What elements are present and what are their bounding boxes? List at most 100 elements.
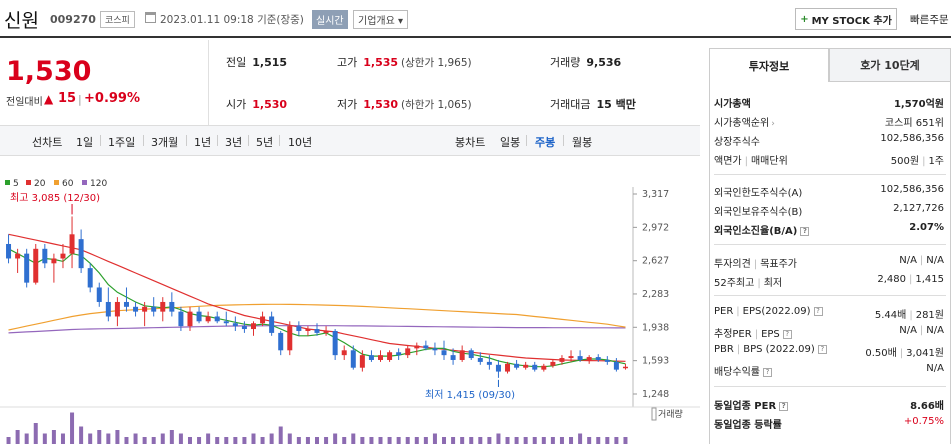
price-summary: 1,530 전일대비 ▲ 15 | +0.99% 전일 1,515 고가 1,535…	[0, 40, 700, 125]
amount-label: 거래대금	[550, 98, 591, 111]
line-chart-label[interactable]: 선차트	[32, 136, 63, 149]
volume-bar	[623, 437, 628, 444]
volume-bar	[51, 430, 56, 444]
ma60-line	[8, 303, 626, 331]
tab-separator	[279, 135, 280, 146]
prev-close-label: 전일	[226, 56, 247, 69]
tab-weekly[interactable]: 주봉	[535, 136, 556, 149]
est-per-label: 추정PER | EPS?	[714, 325, 792, 340]
info-icon[interactable]: ?	[782, 329, 792, 339]
tab-10y[interactable]: 10년	[288, 136, 313, 149]
volume-bar	[151, 437, 156, 444]
y-tick-label: 1,248	[642, 389, 669, 400]
volume-label: 거래량	[550, 56, 581, 69]
foreign-hold-row: 외국인보유주식수(B) 2,127,726	[714, 202, 944, 218]
candle-body	[323, 330, 329, 333]
volume-bar	[324, 437, 329, 444]
market-badge: 코스피	[100, 11, 135, 28]
candle-body	[541, 365, 547, 370]
tab-3y[interactable]: 3년	[225, 136, 243, 149]
tab-1y[interactable]: 1년	[194, 136, 212, 149]
candle-body	[414, 345, 420, 349]
add-mystock-button[interactable]: + MY STOCK 추가	[795, 8, 897, 30]
sector-per-label: 동일업종 PER?	[714, 397, 789, 412]
candle-body	[550, 361, 556, 366]
add-mystock-label: MY STOCK 추가	[811, 15, 892, 27]
legend-label: 20	[34, 179, 46, 189]
quick-order-link[interactable]: 빠른주문	[910, 14, 949, 26]
candle-body	[586, 357, 592, 360]
est-per-row: 추정PER | EPS? N/A | N/A	[714, 324, 944, 340]
tab-order-book[interactable]: 호가 10단계	[829, 48, 951, 82]
legend-swatch	[5, 180, 10, 185]
volume-bar	[496, 433, 501, 444]
per-value: 5.44배 | 281원	[874, 310, 944, 321]
volume-bar	[396, 437, 401, 444]
tab-1w[interactable]: 1주일	[108, 136, 136, 149]
candle-chart-svg[interactable]: 5 20 60 120 3,317 2,972 2,627 2,283 1,938 1,593 1,…	[0, 157, 700, 444]
y-tick-label: 1,938	[642, 322, 669, 333]
candle-body	[622, 366, 628, 369]
volume-bar	[460, 437, 465, 444]
invest-info-body: 시가총액 1,570억원 시가총액순위 › 코스피 651위 상장주식수 102,…	[709, 82, 951, 444]
y-tick-label: 3,317	[642, 189, 669, 200]
company-overview-dropdown[interactable]: 기업개요 ▾	[353, 10, 408, 29]
volume-bar	[596, 437, 601, 444]
volume-value: 9,536	[586, 56, 622, 69]
high-annotation: 최고 3,085 (12/30)	[10, 192, 100, 204]
foreign-limit-row: 외국인한도주식수(A) 102,586,356	[714, 183, 944, 199]
candle-body	[142, 306, 148, 312]
open-price: 시가 1,530	[226, 96, 287, 112]
realtime-button[interactable]: 실시간	[312, 10, 348, 29]
y-tick-label: 2,972	[642, 222, 669, 233]
candle-body	[595, 357, 601, 360]
high-label: 고가	[337, 56, 358, 69]
info-icon[interactable]: ?	[763, 367, 772, 377]
volume-bar	[33, 423, 38, 444]
candle-body	[341, 350, 347, 356]
candle-body	[96, 287, 102, 302]
volume-bar	[369, 437, 374, 444]
tab-daily[interactable]: 일봉	[500, 136, 521, 149]
volume-bar	[405, 437, 410, 444]
info-icon[interactable]: ?	[817, 344, 827, 354]
info-icon[interactable]: ?	[800, 226, 810, 236]
volume-bar	[42, 433, 47, 444]
high-value: 1,535	[363, 56, 399, 69]
open-label: 시가	[226, 98, 247, 111]
volume-bar	[88, 433, 93, 444]
candle-chart-label[interactable]: 봉차트	[455, 136, 486, 149]
volume-bar	[587, 437, 592, 444]
volume-bar	[505, 437, 510, 444]
change-label: 전일대비	[6, 97, 43, 108]
prev-close: 전일 1,515	[226, 54, 287, 70]
volume-label: 거래량	[658, 408, 683, 420]
stock-chart[interactable]: 5 20 60 120 3,317 2,972 2,627 2,283 1,938 1,593 1,…	[0, 157, 700, 444]
low-value: 1,530	[363, 98, 399, 111]
candle-body	[42, 248, 48, 264]
datetime-text: 2023.01.11 09:18 기준(장중)	[160, 14, 304, 26]
info-icon[interactable]: ?	[779, 401, 789, 411]
legend-swatch	[82, 180, 87, 185]
foreign-limit-label: 외국인한도주식수(A)	[714, 188, 803, 199]
candle-body	[24, 253, 30, 283]
pbr-row: PBR | BPS (2022.09)? 0.50배 | 3,041원	[714, 343, 944, 359]
pbr-label: PBR | BPS (2022.09)?	[714, 344, 827, 355]
tab-3m[interactable]: 3개월	[151, 136, 179, 149]
tab-separator	[100, 135, 101, 146]
week52-value: 2,480 | 1,415	[877, 274, 944, 285]
opinion-row: 투자의견 | 목표주가 N/A | N/A	[714, 254, 944, 270]
foreign-hold-value: 2,127,726	[893, 203, 944, 214]
legend-label: 120	[90, 179, 107, 189]
candle-body	[486, 361, 492, 365]
tab-invest-info[interactable]: 투자정보	[709, 48, 829, 82]
y-tick-label: 2,627	[642, 256, 669, 267]
candle-body	[604, 359, 610, 362]
tab-monthly[interactable]: 월봉	[572, 136, 593, 149]
tab-5y[interactable]: 5년	[256, 136, 274, 149]
info-icon[interactable]: ?	[813, 306, 823, 316]
volume-bar	[169, 430, 174, 444]
market-cap-row: 시가총액 1,570억원	[714, 94, 944, 110]
volume-bar	[242, 437, 247, 444]
tab-1d[interactable]: 1일	[76, 136, 94, 149]
